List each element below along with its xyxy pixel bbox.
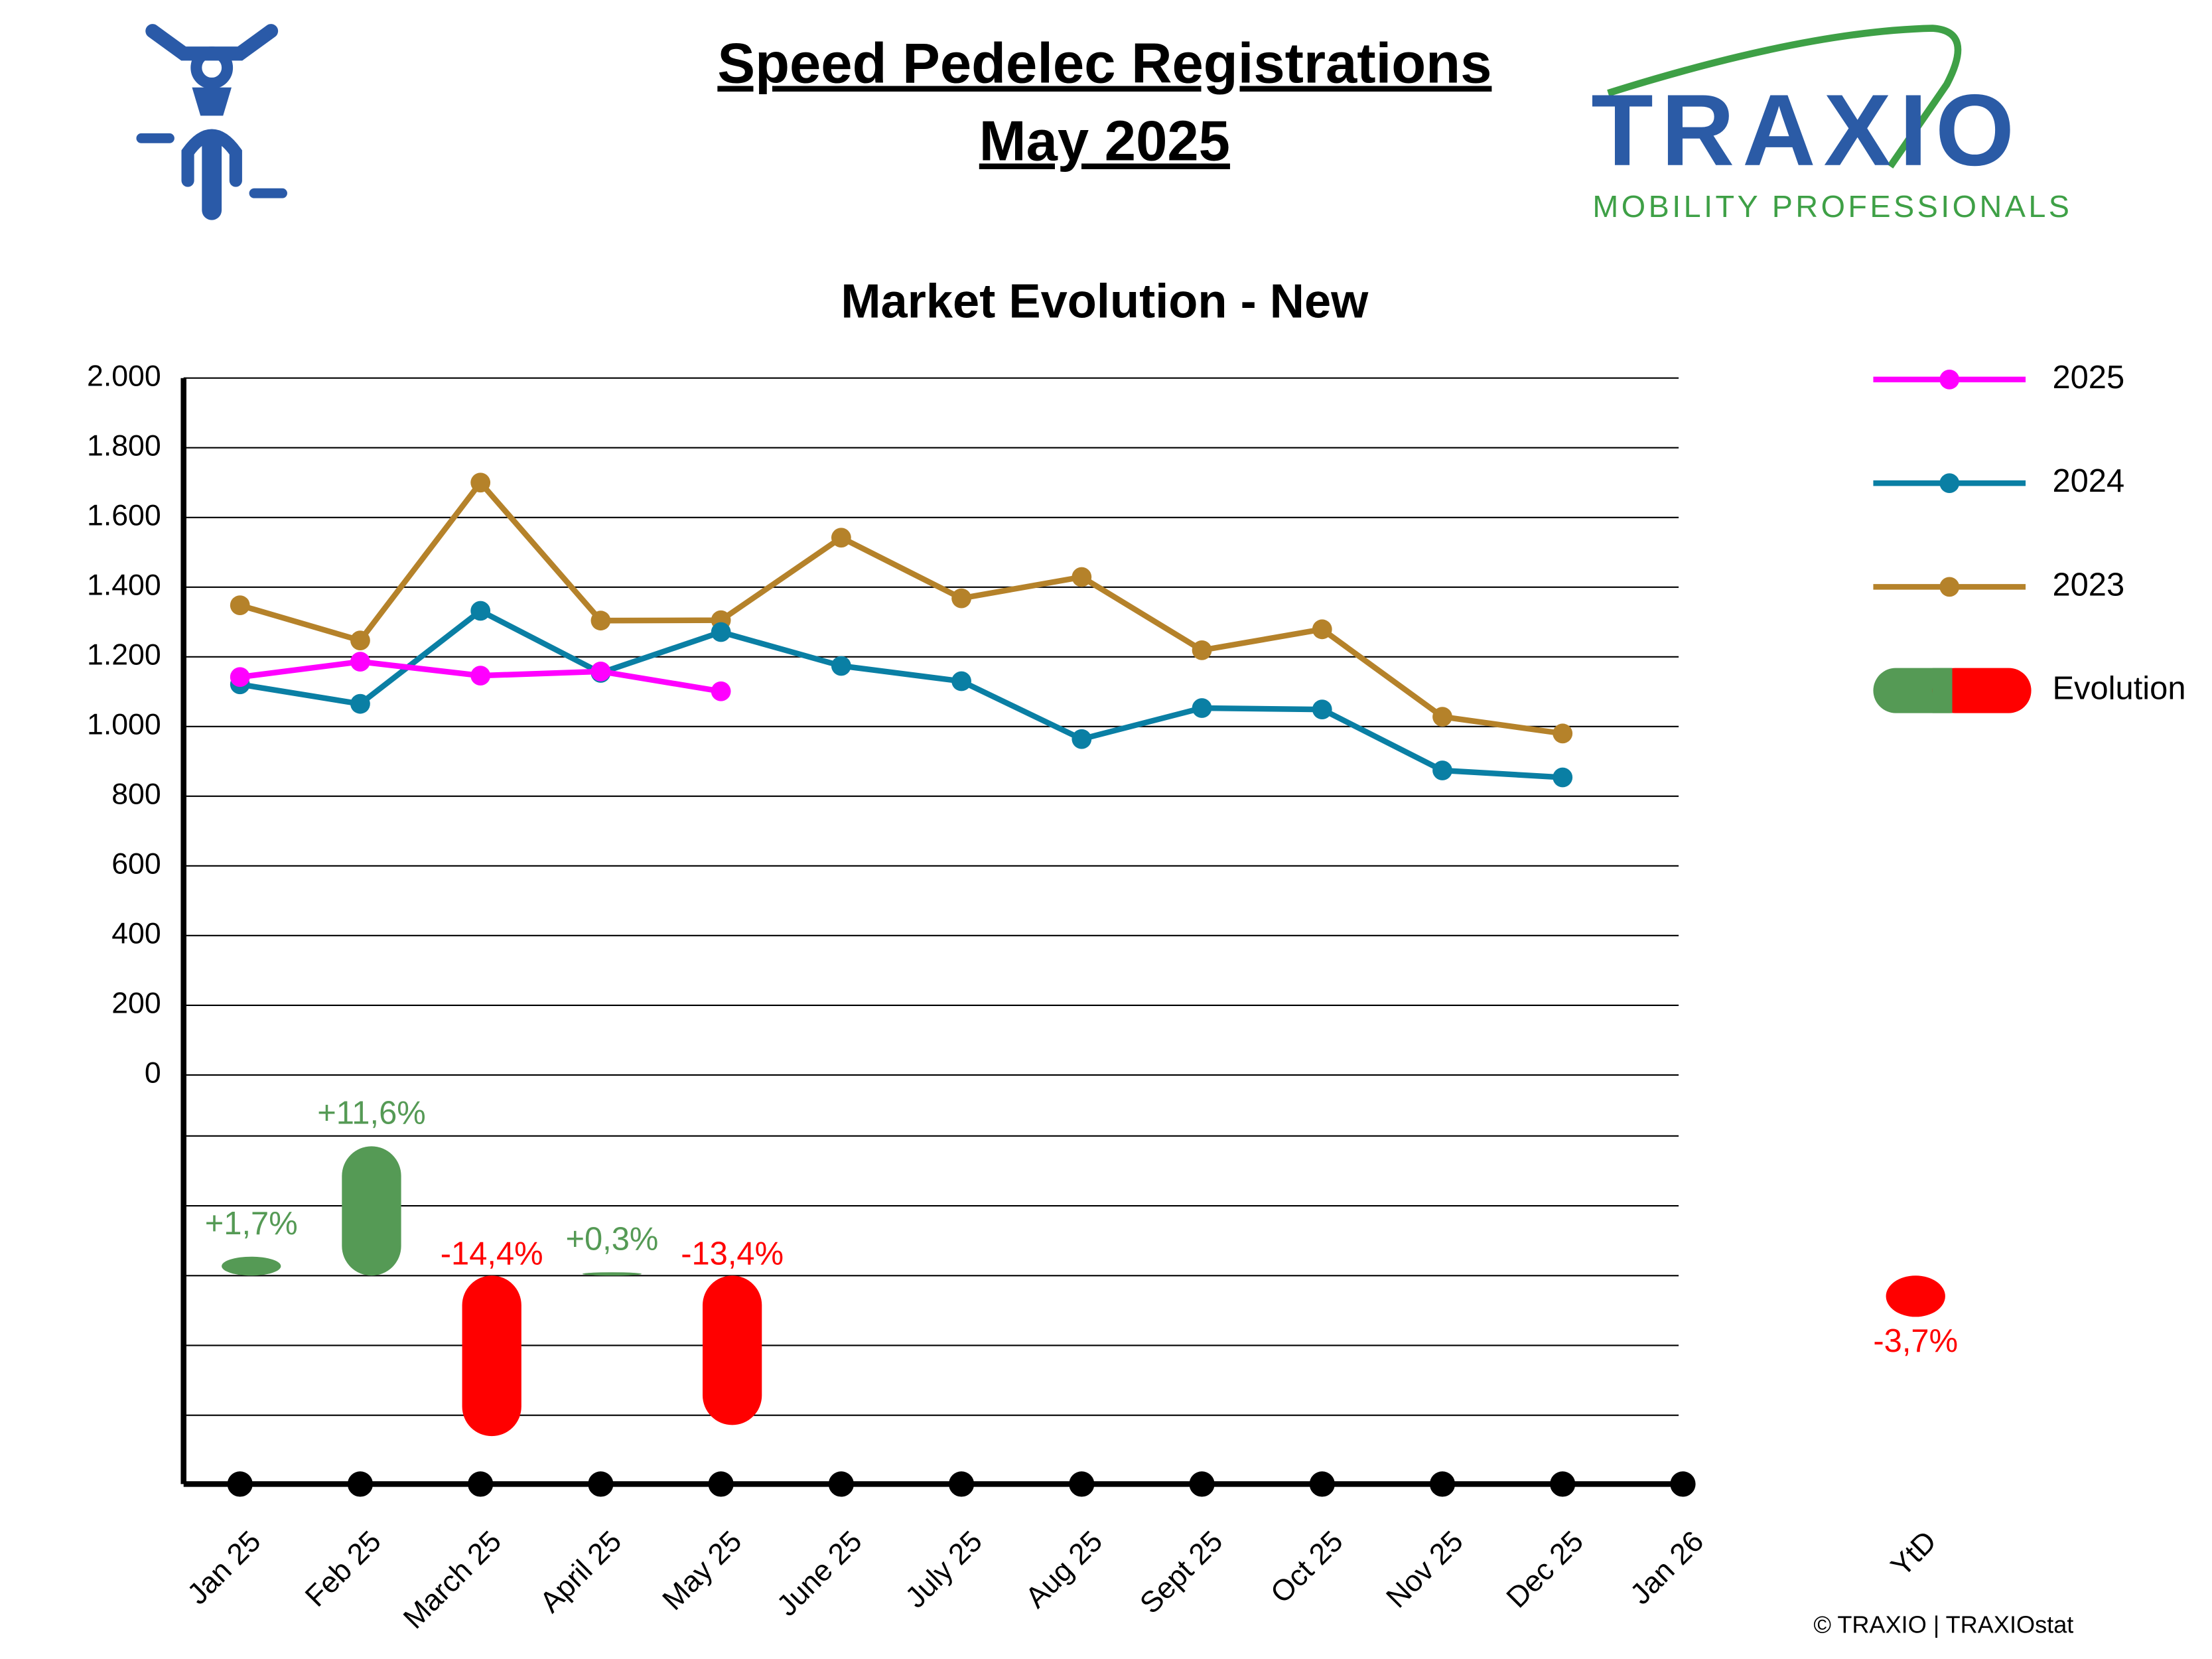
y-tick-label: 1.200 — [87, 639, 161, 672]
evolution-bar — [1886, 1275, 1945, 1317]
series-point — [1432, 760, 1452, 780]
legend-pill-split — [1932, 668, 1953, 713]
series-point — [350, 630, 370, 650]
x-tick-label: Aug 25 — [1020, 1525, 1109, 1615]
logo-name: TRAXIO — [1591, 74, 2014, 187]
x-tick-label: Nov 25 — [1380, 1525, 1470, 1615]
page-subtitle: May 2025 — [979, 109, 1230, 173]
y-tick-label: 2.000 — [87, 360, 161, 393]
x-tick-dot — [1429, 1471, 1456, 1497]
series-point — [470, 666, 491, 686]
logo-swoosh — [1607, 25, 1962, 169]
y-tick-label: 200 — [111, 987, 161, 1020]
series-point — [1192, 640, 1212, 660]
x-tick-label: Sept 25 — [1134, 1525, 1229, 1620]
x-tick-dot — [1189, 1471, 1215, 1497]
series-point — [470, 472, 491, 493]
x-tick-label: May 25 — [656, 1525, 748, 1617]
x-tick-label: June 25 — [771, 1525, 868, 1623]
legend-label: 2023 — [2052, 567, 2124, 603]
evolution-label: +1,7% — [205, 1206, 298, 1242]
x-tick-label: YtD — [1885, 1525, 1943, 1583]
x-tick-dot — [588, 1471, 614, 1497]
y-tick-label: 1.000 — [87, 709, 161, 741]
series-point — [951, 588, 971, 609]
series-point — [711, 681, 731, 701]
series-line — [239, 480, 1563, 737]
series-point — [1312, 699, 1332, 719]
rider-icon — [136, 24, 287, 220]
x-tick-dot — [1550, 1471, 1576, 1497]
x-tick-label: April 25 — [534, 1525, 628, 1619]
series-point — [1071, 567, 1092, 587]
x-tick-label: Oct 25 — [1265, 1525, 1349, 1610]
evolution-bar — [222, 1256, 281, 1276]
y-tick-label: 1.800 — [87, 430, 161, 463]
series-point — [1553, 723, 1573, 744]
legend-label: Evolution — [2052, 671, 2185, 707]
y-tick-label: 800 — [111, 778, 161, 811]
x-tick-label: Jan 26 — [1624, 1525, 1710, 1611]
series-point — [1432, 707, 1452, 727]
legend-label: 2025 — [2052, 360, 2124, 396]
legend-pill-neg — [1932, 668, 2032, 713]
evolution-bar — [703, 1275, 762, 1425]
series-point — [1192, 698, 1212, 718]
x-tick-label: July 25 — [899, 1525, 989, 1615]
page-title: Speed Pedelec Registrations — [717, 33, 1491, 96]
x-tick-label: March 25 — [397, 1525, 508, 1635]
series-point — [1312, 619, 1332, 640]
legend-dot — [1939, 369, 1960, 390]
series-point — [350, 693, 370, 714]
x-tick-dot — [347, 1471, 374, 1497]
x-tick-dot — [227, 1471, 253, 1497]
chart-title: Market Evolution - New — [841, 275, 1369, 328]
y-tick-label: 1.600 — [87, 500, 161, 532]
y-tick-label: 1.400 — [87, 569, 161, 602]
x-tick-dot — [948, 1471, 975, 1497]
y-tick-label: 600 — [111, 848, 161, 881]
x-tick-dot — [1309, 1471, 1335, 1497]
series-point — [1553, 767, 1573, 788]
series-point — [831, 528, 851, 548]
evolution-bar — [342, 1146, 401, 1276]
legend-dot — [1939, 577, 1960, 597]
legend-label: 2024 — [2052, 463, 2124, 499]
y-tick-label: 0 — [145, 1057, 161, 1090]
x-tick-dot — [1670, 1471, 1696, 1497]
series-point — [590, 611, 611, 631]
legend-dot — [1939, 473, 1960, 493]
series-point — [590, 661, 611, 682]
x-tick-dot — [708, 1471, 734, 1497]
x-tick-label: Dec 25 — [1501, 1525, 1590, 1615]
series-point — [230, 595, 250, 615]
series-point — [350, 652, 370, 672]
series-point — [711, 622, 731, 642]
evolution-label: +11,6% — [317, 1096, 426, 1131]
series-point — [230, 667, 250, 687]
evolution-label: -3,7% — [1873, 1323, 1958, 1359]
x-tick-dot — [1069, 1471, 1095, 1497]
evolution-bar — [462, 1275, 521, 1437]
x-tick-dot — [468, 1471, 494, 1497]
footer: © TRAXIO | TRAXIOstat — [1813, 1611, 2073, 1638]
x-tick-dot — [828, 1471, 855, 1497]
evolution-bar — [582, 1272, 642, 1276]
logo-tagline: MOBILITY PROFESSIONALS — [1592, 189, 2069, 224]
series-point — [1071, 729, 1092, 749]
evolution-label: -13,4% — [681, 1236, 784, 1271]
x-tick-label: Feb 25 — [299, 1525, 387, 1613]
evolution-label: -14,4% — [441, 1236, 543, 1271]
evolution-label: +0,3% — [565, 1221, 658, 1257]
series-point — [951, 671, 971, 691]
series-line — [240, 608, 1563, 780]
series-point — [831, 656, 851, 676]
y-tick-label: 400 — [111, 918, 161, 950]
x-tick-label: Jan 25 — [181, 1525, 267, 1611]
series-point — [470, 601, 491, 621]
